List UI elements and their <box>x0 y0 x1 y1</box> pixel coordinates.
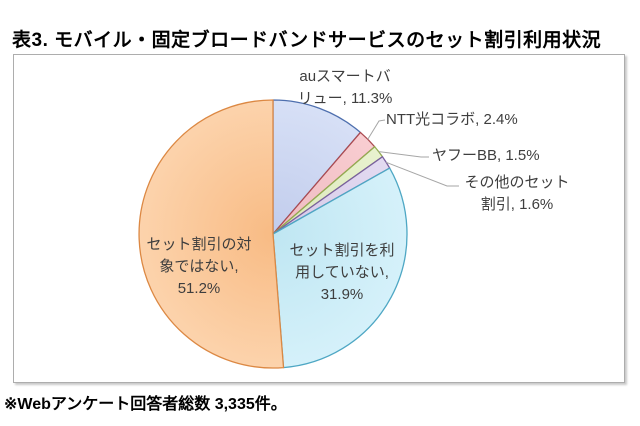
label-line: リュー, 11.3% <box>297 90 393 107</box>
label-line: 割引, 1.6% <box>480 196 554 213</box>
label-line: セット割引を利 <box>289 242 395 259</box>
label-not-eligible-set-discount: セット割引の対 象ではない, 51.2% <box>140 234 258 300</box>
label-other-set-discount: その他のセット 割引, 1.6% <box>458 172 576 216</box>
label-line: セット割引の対 <box>146 236 252 253</box>
pie-slice-5 <box>138 99 285 369</box>
pie-slice-0 <box>272 99 362 235</box>
leader-lines-group <box>367 119 459 187</box>
label-yahoo-bb: ヤフーBB, 1.5% <box>432 145 540 167</box>
pie-slices-group <box>138 99 408 369</box>
label-not-using-set-discount: セット割引を利 用していない, 31.9% <box>281 240 403 306</box>
label-line: その他のセット <box>464 174 570 191</box>
label-line: ヤフーBB, 1.5% <box>432 147 540 164</box>
label-line: NTT光コラボ, 2.4% <box>386 111 518 128</box>
label-au-smart-value: auスマートバ リュー, 11.3% <box>288 66 402 110</box>
label-line: 51.2% <box>177 280 221 297</box>
leader-line-1 <box>367 119 386 140</box>
label-line: 用していない, <box>295 264 389 281</box>
label-line: 象ではない, <box>159 258 239 275</box>
page-title: 表3. モバイル・固定ブロードバンドサービスのセット割引利用状況 <box>12 30 602 51</box>
label-line: 31.9% <box>320 286 364 303</box>
label-line: auスマートバ <box>299 68 391 85</box>
label-ntt-hikari-collabo: NTT光コラボ, 2.4% <box>386 109 518 131</box>
footnote: ※Webアンケート回答者総数 3,335件。 <box>4 396 287 413</box>
pie-slice-4 <box>272 167 408 369</box>
leader-line-2 <box>378 151 429 158</box>
leader-line-3 <box>386 161 459 187</box>
